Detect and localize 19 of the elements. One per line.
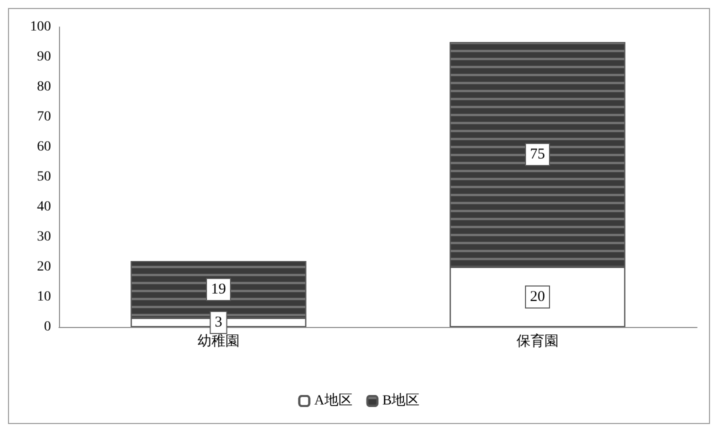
y-tick-label: 30	[37, 230, 51, 244]
legend-label: A地区	[314, 392, 352, 408]
y-tick-label: 60	[37, 140, 51, 154]
y-tick-label: 70	[37, 110, 51, 124]
y-tick-label: 100	[30, 20, 51, 34]
y-tick-label: 0	[44, 320, 51, 334]
x-tick-label: 保育園	[516, 332, 558, 350]
data-label: 19	[211, 282, 226, 298]
x-tick-label: 幼稚園	[198, 334, 240, 350]
y-tick-label: 80	[37, 80, 51, 94]
data-label: 3	[214, 314, 222, 330]
y-tick-label: 90	[37, 50, 51, 64]
y-tick-label: 50	[37, 170, 51, 184]
data-label: 75	[530, 146, 545, 162]
y-tick-label: 10	[37, 290, 51, 304]
data-label: 20	[530, 289, 545, 305]
legend-label: B地区	[382, 392, 420, 408]
y-tick-label: 20	[37, 260, 51, 274]
y-tick-label: 40	[37, 200, 51, 214]
